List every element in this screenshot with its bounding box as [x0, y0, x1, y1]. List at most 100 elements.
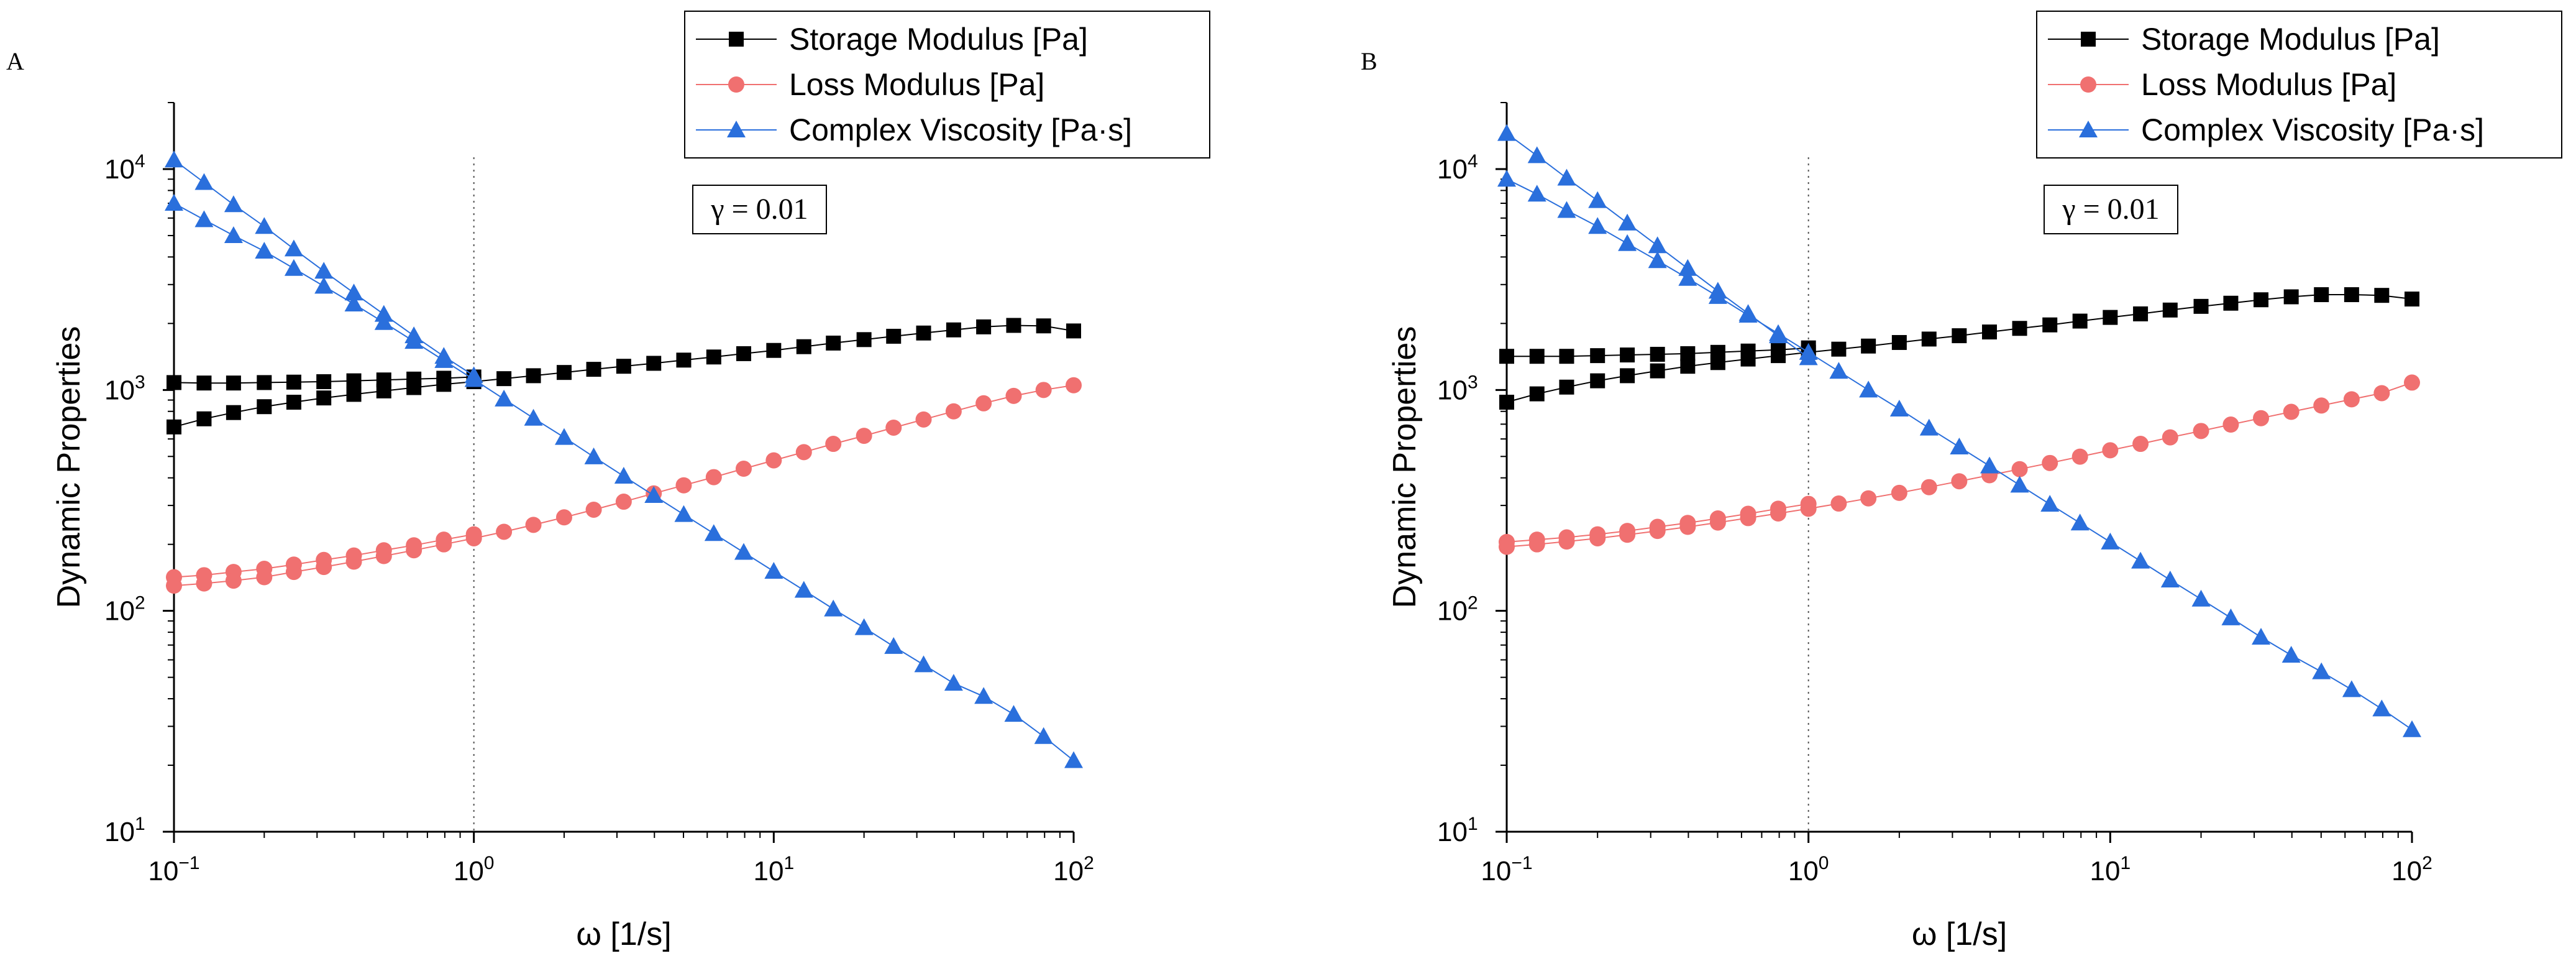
data-point [2252, 628, 2271, 645]
data-point [1770, 505, 1787, 522]
data-point [795, 444, 812, 461]
data-point [556, 365, 572, 380]
data-point [495, 389, 514, 407]
data-point [2253, 410, 2270, 426]
data-point [706, 349, 721, 365]
y-tick-label: 104 [1437, 151, 1478, 185]
data-point [765, 452, 782, 469]
x-tick-label: 101 [754, 853, 795, 886]
data-point [614, 467, 633, 484]
data-point [2283, 403, 2300, 420]
data-point [196, 575, 212, 592]
data-point [1619, 527, 1636, 543]
legend-marker [727, 121, 746, 137]
data-point [1800, 500, 1817, 517]
data-point [2281, 645, 2301, 663]
data-point [2011, 461, 2028, 477]
series-line [173, 384, 1074, 587]
data-point [975, 395, 992, 412]
data-point [2313, 397, 2330, 414]
data-point [675, 477, 692, 494]
data-point [796, 339, 811, 354]
data-point [945, 403, 962, 420]
data-point [1588, 217, 1607, 234]
y-tick-label: 101 [1437, 814, 1478, 847]
data-point [374, 313, 393, 330]
chart-panel-a: A 10−1 100 101 102 101 102 103 104 ω [1/s] Dynamic… [6, 11, 1210, 952]
data-point [226, 375, 241, 391]
x-tick-label: 10−1 [1481, 853, 1532, 886]
data-point [1771, 348, 1786, 364]
data-point [764, 562, 783, 579]
data-point [345, 553, 362, 570]
data-point [284, 259, 303, 276]
legend-marker [728, 76, 744, 93]
data-point [1921, 479, 1937, 495]
data-point [166, 577, 182, 594]
data-point [436, 377, 452, 392]
data-point [1620, 368, 1635, 384]
series-circle [166, 377, 1082, 594]
data-point [2162, 429, 2178, 446]
data-point [1861, 338, 1876, 354]
data-point [1590, 373, 1605, 389]
data-point [1860, 490, 1877, 507]
data-point [856, 332, 872, 347]
data-point [1648, 236, 1667, 254]
data-point [1710, 355, 1725, 370]
data-point [167, 375, 181, 390]
data-point [1738, 306, 1758, 323]
x-tick-label: 102 [1053, 853, 1094, 886]
annotation-box [692, 185, 827, 234]
data-point [1557, 201, 1576, 218]
series-line [1506, 294, 2413, 403]
data-point [194, 210, 214, 228]
data-point [464, 370, 483, 387]
data-point [1497, 124, 1516, 141]
data-point [2283, 289, 2299, 305]
legend-marker [729, 32, 744, 47]
data-point [496, 371, 512, 387]
y-tick-label: 102 [1437, 593, 1478, 627]
data-point [2133, 306, 2149, 321]
data-point [194, 173, 214, 190]
data-point [2101, 532, 2120, 550]
data-point [885, 419, 902, 436]
data-point [1708, 287, 1727, 304]
y-axis-label: Dynamic Properties [51, 326, 87, 609]
data-point [1649, 523, 1666, 540]
series-square [167, 318, 1081, 435]
data-point [854, 618, 874, 635]
data-point [165, 194, 183, 211]
x-tick-label: 102 [2391, 853, 2432, 886]
data-point [1830, 495, 1847, 512]
data-point [1559, 379, 1574, 395]
data-point [526, 368, 541, 384]
data-point [2191, 589, 2211, 607]
data-point [1559, 349, 1574, 364]
data-point [316, 559, 332, 576]
data-point [286, 395, 301, 410]
data-point [1680, 346, 1696, 361]
data-point [2343, 391, 2360, 408]
data-point [346, 373, 362, 389]
data-point [1034, 727, 1053, 744]
data-point [1499, 538, 1515, 555]
data-point [2010, 476, 2029, 493]
data-point [1740, 510, 1756, 527]
data-point [554, 428, 573, 445]
data-point [1557, 168, 1576, 186]
data-point [1499, 349, 1514, 364]
data-point [1528, 536, 1545, 553]
data-point [167, 419, 181, 435]
data-point [286, 374, 301, 390]
data-point [1678, 269, 1697, 286]
data-point [344, 283, 363, 301]
data-point [2312, 662, 2331, 679]
data-point [1005, 387, 1022, 404]
legend-marker [2079, 121, 2098, 137]
data-point [1769, 324, 1788, 341]
data-point [674, 505, 693, 522]
data-point [676, 352, 692, 368]
